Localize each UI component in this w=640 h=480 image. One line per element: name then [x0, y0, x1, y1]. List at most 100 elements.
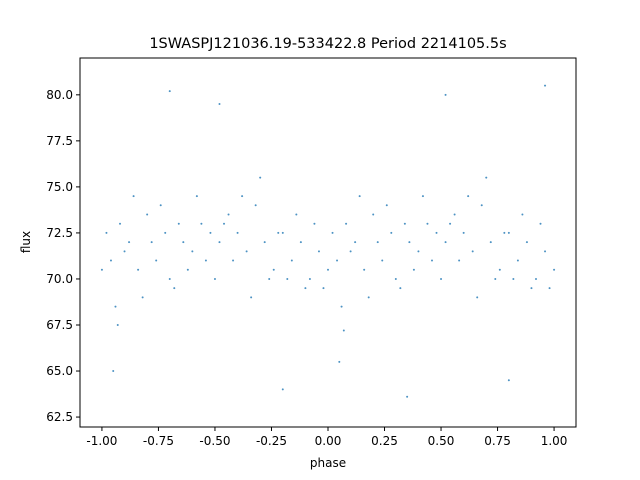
point — [435, 231, 438, 234]
point — [308, 277, 311, 280]
y-tick-label: 77.5 — [46, 134, 73, 148]
point — [412, 268, 415, 271]
point — [218, 103, 221, 106]
point — [146, 213, 149, 216]
point — [109, 259, 112, 262]
point — [132, 195, 135, 198]
point — [295, 213, 298, 216]
point — [444, 93, 447, 96]
point — [358, 195, 361, 198]
point — [254, 204, 257, 207]
point — [444, 241, 447, 244]
y-tick-label: 72.5 — [46, 226, 73, 240]
y-tick-label: 80.0 — [46, 88, 73, 102]
point — [281, 231, 284, 234]
x-tick-label: 0.25 — [371, 434, 398, 448]
point — [385, 204, 388, 207]
point — [128, 241, 131, 244]
point — [155, 259, 158, 262]
x-axis-label: phase — [310, 456, 346, 470]
y-tick-label: 65.0 — [46, 364, 73, 378]
point — [406, 395, 409, 398]
point — [331, 231, 334, 234]
point — [354, 241, 357, 244]
point — [112, 370, 115, 373]
x-tick-label: 0.50 — [428, 434, 455, 448]
x-tick-label: -1.00 — [86, 434, 117, 448]
point — [313, 222, 316, 225]
point — [467, 195, 470, 198]
point — [159, 204, 162, 207]
point — [376, 241, 379, 244]
point — [141, 296, 144, 299]
y-tick-label: 67.5 — [46, 318, 73, 332]
point — [173, 287, 176, 290]
x-tick-label: 0.75 — [484, 434, 511, 448]
point — [123, 250, 126, 253]
point — [100, 268, 103, 271]
x-tick-label: 1.00 — [541, 434, 568, 448]
point — [213, 277, 216, 280]
point — [223, 222, 226, 225]
point — [209, 231, 212, 234]
y-tick-label: 62.5 — [46, 410, 73, 424]
point — [286, 277, 289, 280]
point — [534, 277, 537, 280]
point — [227, 213, 230, 216]
plot-frame — [79, 57, 577, 428]
point — [553, 268, 556, 271]
point — [105, 231, 108, 234]
point — [390, 231, 393, 234]
point — [336, 259, 339, 262]
point — [281, 388, 284, 391]
chart-title: 1SWASPJ121036.19-533422.8 Period 2214105… — [149, 36, 506, 52]
y-axis-label: flux — [19, 231, 33, 253]
point — [462, 231, 465, 234]
x-tick-label: 0.00 — [315, 434, 342, 448]
point — [290, 259, 293, 262]
point — [177, 222, 180, 225]
point — [367, 296, 370, 299]
y-tick-label: 70.0 — [46, 272, 73, 286]
point — [182, 241, 185, 244]
point — [250, 296, 253, 299]
point — [430, 259, 433, 262]
x-tick-label: -0.75 — [143, 434, 174, 448]
point — [349, 250, 352, 253]
point — [245, 250, 248, 253]
point — [363, 268, 366, 271]
point — [268, 277, 271, 280]
point — [521, 213, 524, 216]
point — [168, 90, 171, 93]
point — [168, 277, 171, 280]
point — [259, 176, 262, 179]
point — [304, 287, 307, 290]
point — [453, 213, 456, 216]
point — [204, 259, 207, 262]
y-tick-label: 75.0 — [46, 180, 73, 194]
point — [403, 222, 406, 225]
point — [164, 231, 167, 234]
point — [421, 195, 424, 198]
point — [241, 195, 244, 198]
point — [408, 241, 411, 244]
point — [503, 231, 506, 234]
point — [394, 277, 397, 280]
point — [426, 222, 429, 225]
point — [114, 305, 117, 308]
point — [512, 277, 515, 280]
point — [218, 241, 221, 244]
point — [137, 268, 140, 271]
point — [544, 84, 547, 87]
point — [476, 296, 479, 299]
point — [327, 268, 329, 271]
point — [322, 287, 325, 290]
point — [195, 195, 198, 198]
point — [191, 250, 194, 253]
point — [338, 360, 341, 363]
point — [544, 250, 547, 253]
point — [345, 222, 348, 225]
point — [317, 250, 320, 253]
point — [372, 213, 375, 216]
